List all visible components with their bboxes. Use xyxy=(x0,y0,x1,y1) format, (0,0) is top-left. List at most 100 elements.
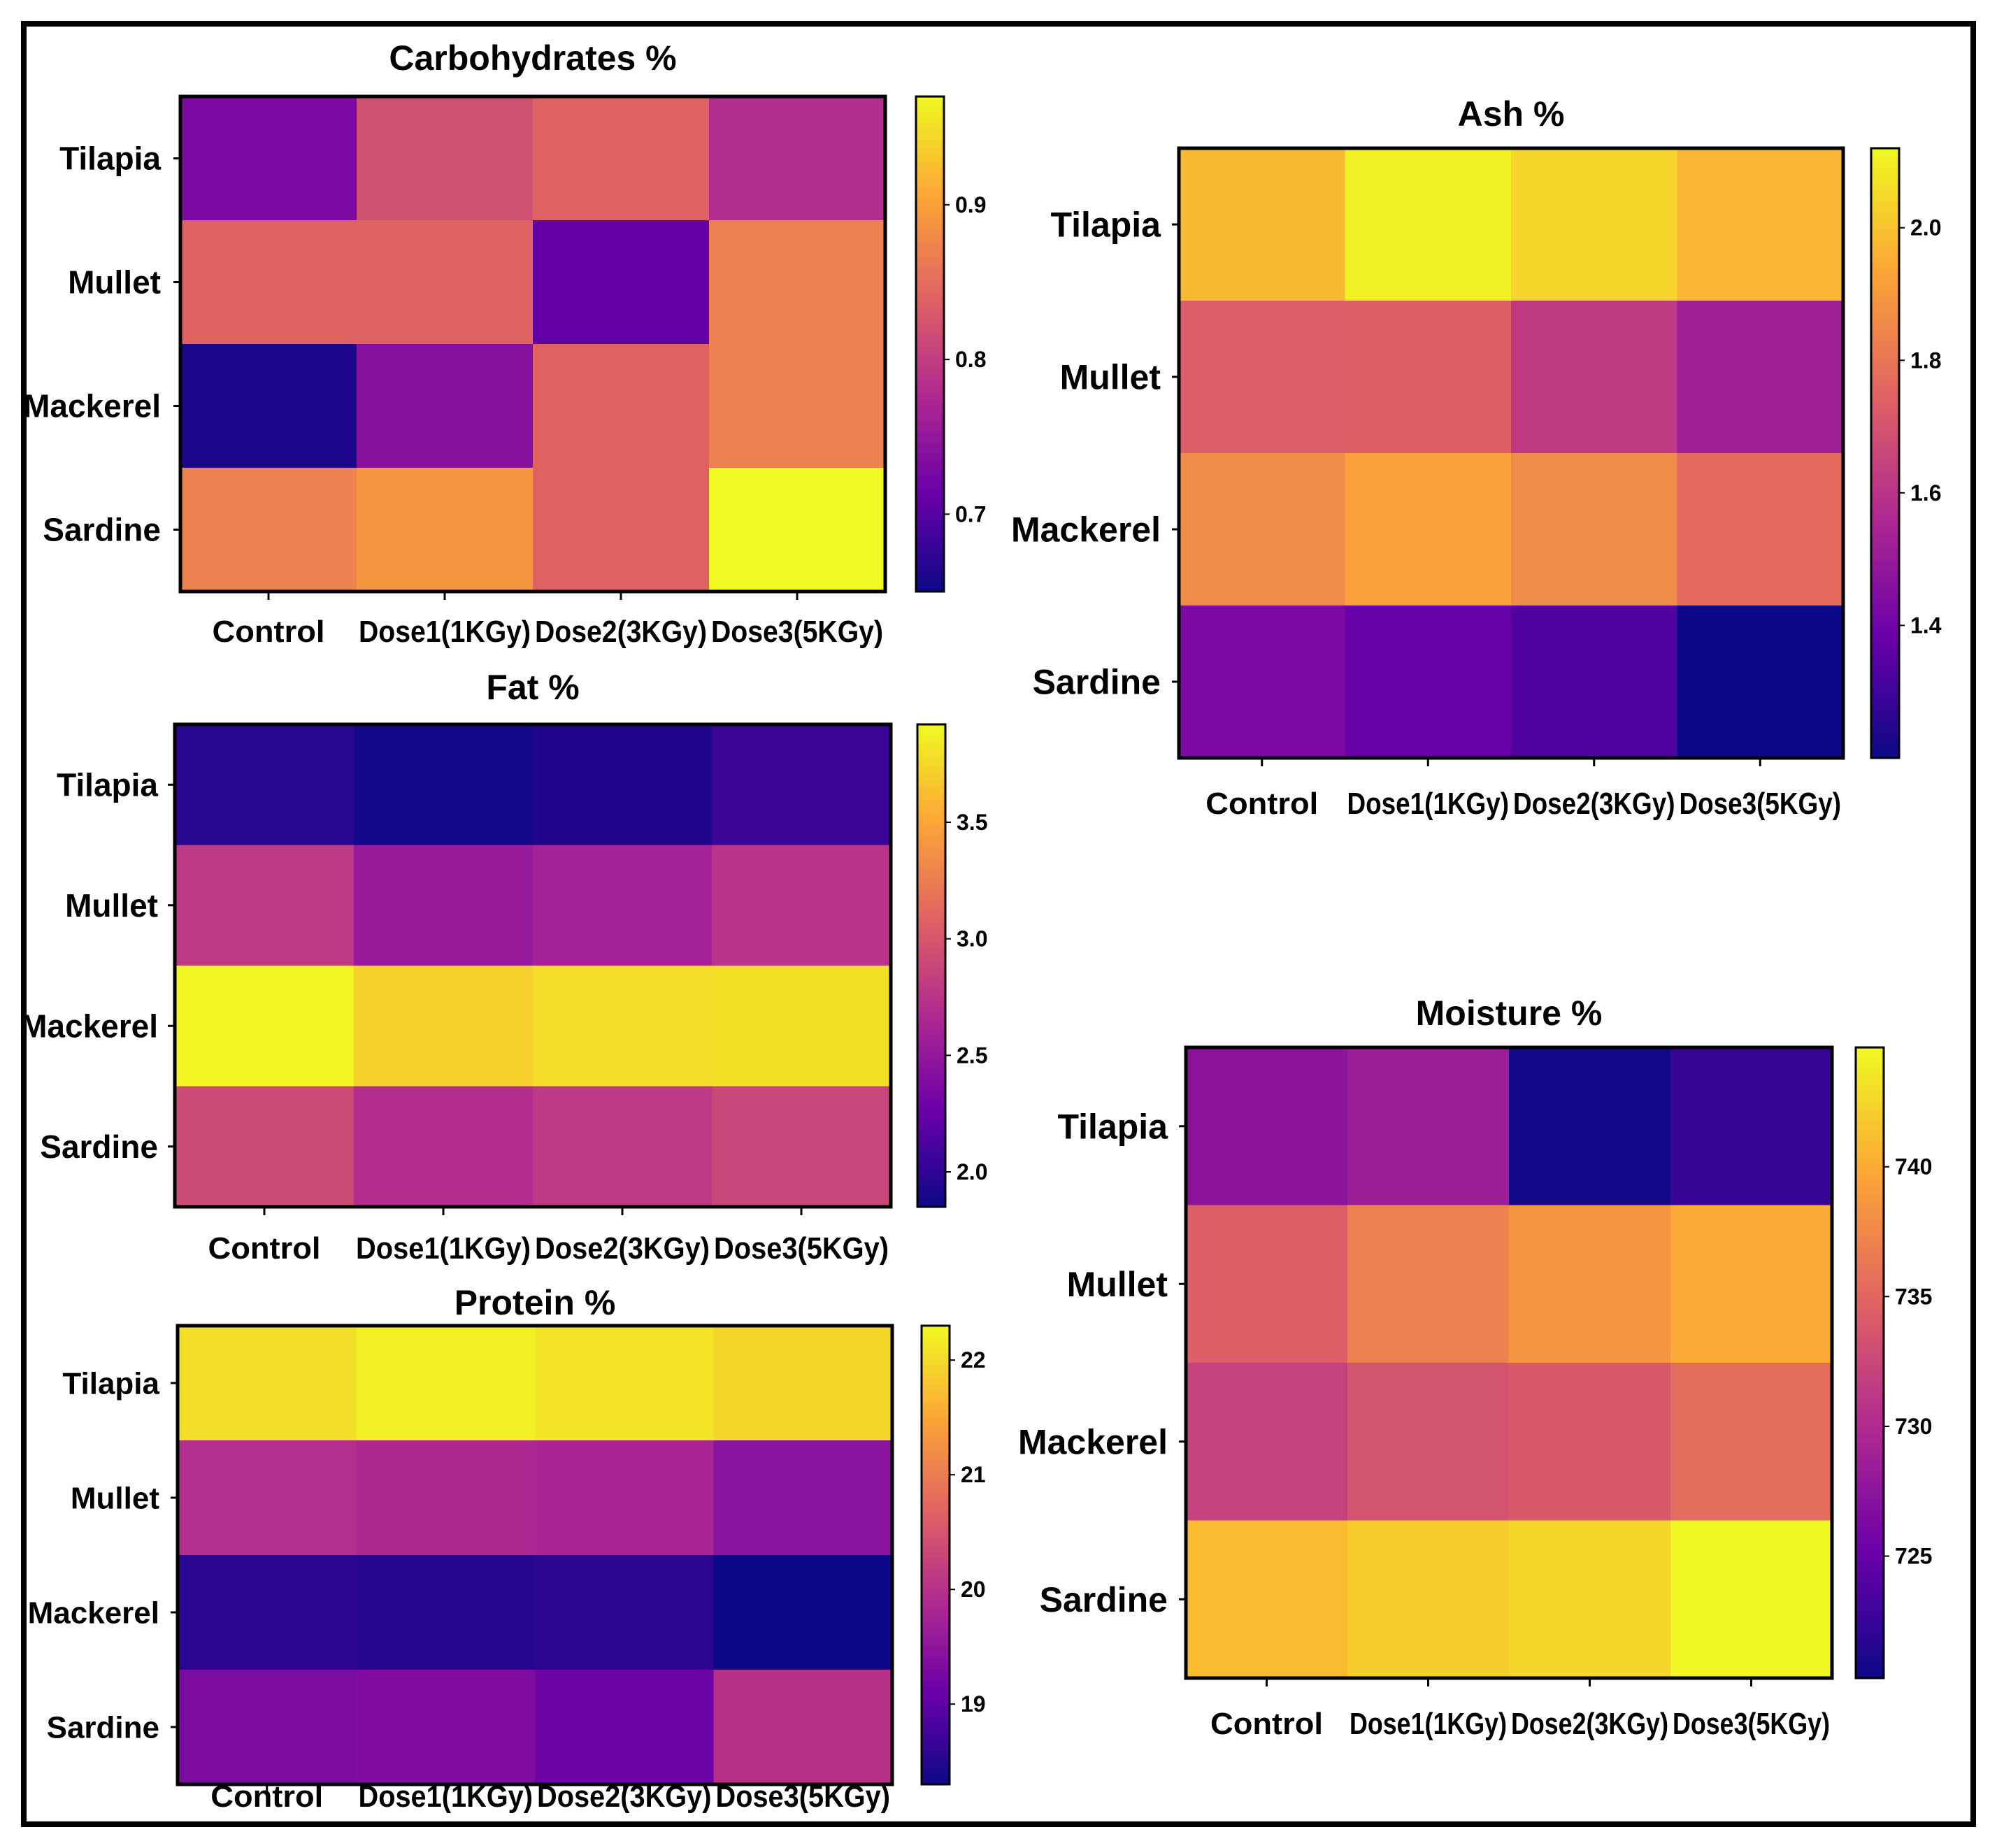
cell-carbohydrates-sardine-dose1-1kgy xyxy=(357,468,534,592)
colorbar-tick-label-carbohydrates: 0.7 xyxy=(955,501,986,527)
colorbar-tick-label-fat: 2.5 xyxy=(957,1043,987,1068)
colorbar-protein xyxy=(920,1324,951,1786)
heatmap-protein: Protein % Tilapia Mullet Mackerel Sardine Con… xyxy=(28,1283,986,1814)
col-label-moisture-dose2-3kgy: Dose2(3KGy) xyxy=(1511,1707,1668,1741)
row-label-carbohydrates-mullet: Mullet xyxy=(68,264,161,301)
cell-protein-mackerel-dose2-3kgy xyxy=(535,1555,715,1670)
cell-ash-tilapia-dose3-5kgy xyxy=(1677,148,1844,301)
cell-moisture-mullet-control xyxy=(1186,1205,1348,1363)
colorbar-tick-label-protein: 21 xyxy=(961,1462,986,1487)
col-label-moisture-dose1-1kgy: Dose1(1KGy) xyxy=(1350,1707,1507,1741)
cell-carbohydrates-mullet-dose3-5kgy xyxy=(709,220,886,345)
cell-carbohydrates-sardine-dose3-5kgy xyxy=(709,468,886,592)
colorbar-tick-label-moisture: 735 xyxy=(1895,1284,1932,1309)
cell-moisture-tilapia-control xyxy=(1186,1047,1348,1206)
row-label-carbohydrates-mackerel: Mackerel xyxy=(23,388,161,424)
cell-protein-tilapia-control xyxy=(178,1326,357,1441)
chart-title-protein: Protein % xyxy=(454,1283,616,1322)
colorbar-tick-label-protein: 19 xyxy=(961,1691,986,1717)
cell-ash-sardine-dose3-5kgy xyxy=(1677,606,1844,759)
colorbar-carbohydrates xyxy=(915,95,945,593)
cell-protein-mullet-dose2-3kgy xyxy=(535,1440,715,1556)
cell-moisture-sardine-control xyxy=(1186,1520,1348,1679)
cell-moisture-tilapia-dose3-5kgy xyxy=(1670,1047,1833,1206)
cell-protein-sardine-control xyxy=(178,1670,357,1785)
cell-ash-mullet-dose3-5kgy xyxy=(1677,301,1844,454)
col-label-fat-dose3-5kgy: Dose3(5KGy) xyxy=(714,1231,889,1266)
chart-title-moisture: Moisture % xyxy=(1416,994,1603,1033)
chart-title-carbohydrates: Carbohydrates % xyxy=(389,38,676,78)
row-label-fat-mullet: Mullet xyxy=(65,887,158,924)
col-label-fat-dose1-1kgy: Dose1(1KGy) xyxy=(356,1231,531,1266)
cell-fat-sardine-dose3-5kgy xyxy=(712,1086,892,1208)
cell-ash-mullet-dose1-1kgy xyxy=(1345,301,1512,454)
colorbar-tick-label-protein: 20 xyxy=(961,1577,986,1602)
row-label-ash-mackerel: Mackerel xyxy=(1011,510,1161,550)
cell-protein-mullet-dose3-5kgy xyxy=(713,1440,893,1556)
cell-fat-mackerel-control xyxy=(175,966,355,1087)
cell-ash-mackerel-dose3-5kgy xyxy=(1677,453,1844,606)
cell-carbohydrates-tilapia-dose2-3kgy xyxy=(533,96,710,221)
cell-protein-tilapia-dose2-3kgy xyxy=(535,1326,715,1441)
cell-fat-tilapia-dose3-5kgy xyxy=(712,724,892,846)
col-label-protein-dose3-5kgy: Dose3(5KGy) xyxy=(716,1779,891,1814)
cell-moisture-mackerel-dose3-5kgy xyxy=(1670,1363,1833,1521)
cell-fat-mullet-dose1-1kgy xyxy=(354,845,534,966)
cell-protein-mackerel-control xyxy=(178,1555,357,1670)
plot-border-protein xyxy=(176,1324,894,1786)
cell-carbohydrates-mackerel-control xyxy=(180,344,357,468)
col-label-protein-dose1-1kgy: Dose1(1KGy) xyxy=(359,1779,534,1814)
colorbar-tick-label-fat: 3.0 xyxy=(957,926,987,952)
row-label-protein-sardine: Sardine xyxy=(47,1710,159,1745)
row-label-protein-tilapia: Tilapia xyxy=(62,1366,159,1401)
chart-title-ash: Ash % xyxy=(1458,94,1565,134)
col-label-ash-dose3-5kgy: Dose3(5KGy) xyxy=(1680,787,1842,821)
colorbar-tick-label-ash: 1.4 xyxy=(1910,613,1942,638)
col-label-protein-dose2-3kgy: Dose2(3KGy) xyxy=(537,1779,712,1814)
row-label-fat-sardine: Sardine xyxy=(40,1129,158,1165)
colorbar-tick-label-fat: 3.5 xyxy=(957,810,987,835)
cell-protein-mackerel-dose1-1kgy xyxy=(356,1555,536,1670)
col-label-carbohydrates-dose1-1kgy: Dose1(1KGy) xyxy=(359,615,531,649)
cell-ash-mackerel-control xyxy=(1179,453,1346,606)
cell-protein-tilapia-dose1-1kgy xyxy=(356,1326,536,1441)
heatmap-carbohydrates: Carbohydrates % Tilapia Mullet Mackerel Sard… xyxy=(23,38,986,649)
colorbar-tick-label-ash: 1.6 xyxy=(1910,480,1941,506)
row-label-ash-mullet: Mullet xyxy=(1060,358,1161,397)
col-label-moisture-control: Control xyxy=(1210,1707,1323,1741)
cell-fat-tilapia-control xyxy=(175,724,355,846)
cell-fat-mackerel-dose2-3kgy xyxy=(533,966,713,1087)
row-label-moisture-tilapia: Tilapia xyxy=(1058,1107,1169,1146)
cell-carbohydrates-mackerel-dose2-3kgy xyxy=(533,344,710,468)
colorbar-tick-label-carbohydrates: 0.8 xyxy=(955,347,986,372)
cell-moisture-tilapia-dose1-1kgy xyxy=(1347,1047,1510,1206)
colorbar-tick-label-protein: 22 xyxy=(961,1347,986,1373)
plot-border-ash xyxy=(1177,146,1845,760)
cell-moisture-tilapia-dose2-3kgy xyxy=(1509,1047,1671,1206)
colorbar-tick-label-ash: 2.0 xyxy=(1910,215,1941,241)
cell-protein-mackerel-dose3-5kgy xyxy=(713,1555,893,1670)
cell-fat-tilapia-dose1-1kgy xyxy=(354,724,534,846)
cell-carbohydrates-tilapia-dose1-1kgy xyxy=(357,96,534,221)
cell-fat-mackerel-dose3-5kgy xyxy=(712,966,892,1087)
cell-ash-sardine-dose1-1kgy xyxy=(1345,606,1512,759)
col-label-carbohydrates-dose2-3kgy: Dose2(3KGy) xyxy=(535,615,707,649)
col-label-fat-control: Control xyxy=(208,1231,321,1266)
cell-protein-sardine-dose2-3kgy xyxy=(535,1670,715,1785)
col-label-protein-control: Control xyxy=(210,1779,323,1814)
cell-ash-tilapia-dose2-3kgy xyxy=(1511,148,1678,301)
cell-ash-mackerel-dose1-1kgy xyxy=(1345,453,1512,606)
colorbar-tick-label-fat: 2.0 xyxy=(957,1159,987,1184)
col-label-carbohydrates-dose3-5kgy: Dose3(5KGy) xyxy=(711,615,883,649)
row-label-moisture-mullet: Mullet xyxy=(1067,1265,1168,1304)
plot-border-moisture xyxy=(1184,1045,1834,1680)
cell-fat-mullet-control xyxy=(175,845,355,966)
heatmap-moisture: Moisture % Tilapia Mullet Mackerel Sardine Co… xyxy=(1018,994,1932,1741)
plot-border-carbohydrates xyxy=(178,94,887,594)
cell-protein-sardine-dose1-1kgy xyxy=(356,1670,536,1785)
row-label-protein-mackerel: Mackerel xyxy=(28,1596,159,1630)
cell-moisture-mullet-dose3-5kgy xyxy=(1670,1205,1833,1363)
row-label-protein-mullet: Mullet xyxy=(71,1481,159,1515)
row-label-moisture-mackerel: Mackerel xyxy=(1018,1422,1168,1461)
